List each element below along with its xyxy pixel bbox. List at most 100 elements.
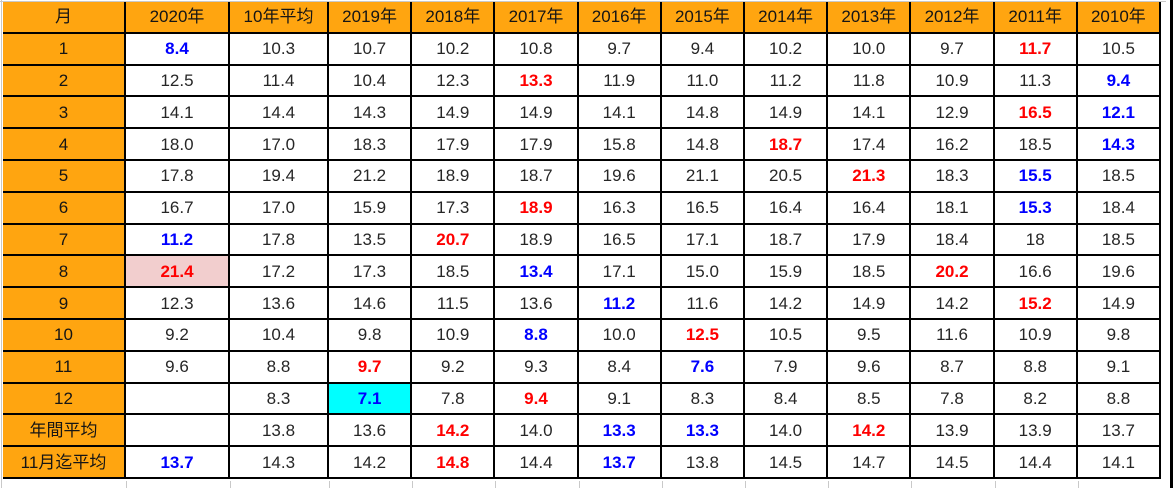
- table-cell[interactable]: 16.4: [744, 192, 829, 225]
- column-header[interactable]: 2018年: [412, 2, 496, 34]
- table-cell[interactable]: 8.3: [661, 383, 745, 416]
- table-cell[interactable]: 9.4: [661, 33, 745, 66]
- column-header[interactable]: 2014年: [744, 2, 829, 34]
- table-cell[interactable]: 12.3: [126, 288, 230, 320]
- table-cell[interactable]: 17.3: [329, 256, 413, 289]
- table-cell[interactable]: 18.5: [412, 256, 496, 289]
- table-cell[interactable]: 11.2: [578, 288, 662, 320]
- table-cell[interactable]: 9.2: [412, 351, 496, 384]
- table-cell[interactable]: 17.8: [126, 160, 230, 193]
- table-cell[interactable]: 9.3: [495, 351, 579, 384]
- table-cell[interactable]: 18.0: [126, 129, 230, 161]
- table-cell[interactable]: 13.8: [661, 447, 745, 479]
- table-cell[interactable]: 18.7: [495, 160, 579, 193]
- table-cell[interactable]: 18.5: [828, 256, 912, 289]
- column-header[interactable]: 10年平均: [230, 2, 329, 34]
- row-label[interactable]: 10: [3, 319, 126, 352]
- table-cell[interactable]: 17.9: [495, 129, 579, 161]
- column-header[interactable]: 2016年: [578, 2, 662, 34]
- table-cell[interactable]: 9.6: [828, 351, 912, 384]
- row-label[interactable]: 3: [3, 97, 126, 130]
- table-cell[interactable]: 14.9: [1077, 288, 1161, 320]
- table-cell[interactable]: 19.4: [230, 160, 329, 193]
- table-cell[interactable]: 14.3: [230, 447, 329, 479]
- table-cell[interactable]: 18.9: [495, 192, 579, 225]
- table-cell[interactable]: 17.9: [828, 224, 912, 257]
- column-header[interactable]: 2011年: [994, 2, 1078, 34]
- table-cell[interactable]: 9.4: [495, 383, 579, 416]
- table-cell[interactable]: 14.1: [1077, 447, 1161, 479]
- table-cell[interactable]: 13.3: [661, 415, 745, 448]
- table-cell[interactable]: 15.3: [994, 192, 1078, 225]
- column-header-month[interactable]: 月: [3, 2, 126, 34]
- table-cell[interactable]: 17.9: [412, 129, 496, 161]
- table-cell[interactable]: 13.3: [578, 415, 662, 448]
- table-cell[interactable]: 18.4: [911, 224, 995, 257]
- table-cell[interactable]: 14.9: [744, 97, 829, 130]
- table-cell[interactable]: 7.8: [412, 383, 496, 416]
- table-cell[interactable]: 19.6: [1077, 256, 1161, 289]
- table-cell[interactable]: 9.8: [329, 319, 413, 352]
- table-cell[interactable]: 12.9: [911, 97, 995, 130]
- table-cell[interactable]: 9.2: [126, 319, 230, 352]
- table-cell[interactable]: 16.2: [911, 129, 995, 161]
- table-cell[interactable]: 10.2: [412, 33, 496, 66]
- table-cell[interactable]: 13.6: [329, 415, 413, 448]
- table-cell[interactable]: 10.3: [230, 33, 329, 66]
- table-cell[interactable]: 14.2: [329, 447, 413, 479]
- table-cell[interactable]: 21.2: [329, 160, 413, 193]
- table-cell[interactable]: 8.7: [911, 351, 995, 384]
- table-cell[interactable]: 12.3: [412, 65, 496, 98]
- table-cell[interactable]: 7.6: [661, 351, 745, 384]
- table-cell[interactable]: 11.6: [661, 288, 745, 320]
- table-cell[interactable]: 9.1: [1077, 351, 1161, 384]
- table-cell[interactable]: 13.8: [230, 415, 329, 448]
- table-cell[interactable]: 9.5: [828, 319, 912, 352]
- table-cell[interactable]: 13.6: [230, 288, 329, 320]
- table-cell[interactable]: 15.0: [661, 256, 745, 289]
- table-cell[interactable]: 11.4: [230, 65, 329, 98]
- table-cell[interactable]: 14.4: [495, 447, 579, 479]
- column-header[interactable]: 2010年: [1077, 2, 1161, 34]
- table-cell[interactable]: 20.5: [744, 160, 829, 193]
- table-cell[interactable]: 7.1: [329, 383, 413, 416]
- table-cell[interactable]: 18.7: [744, 224, 829, 257]
- table-cell[interactable]: 21.3: [828, 160, 912, 193]
- table-cell[interactable]: 7.9: [744, 351, 829, 384]
- table-cell[interactable]: 14.3: [1077, 129, 1161, 161]
- row-label[interactable]: 12: [3, 383, 126, 416]
- table-cell[interactable]: 14.3: [329, 97, 413, 130]
- table-cell[interactable]: 13.9: [911, 415, 995, 448]
- table-cell[interactable]: 7.8: [911, 383, 995, 416]
- table-cell[interactable]: 14.1: [828, 97, 912, 130]
- table-cell[interactable]: 9.8: [1077, 319, 1161, 352]
- table-cell[interactable]: 14.0: [744, 415, 829, 448]
- table-cell[interactable]: 11.0: [661, 65, 745, 98]
- table-cell[interactable]: 14.6: [329, 288, 413, 320]
- table-cell[interactable]: 10.0: [828, 33, 912, 66]
- table-cell[interactable]: 20.7: [412, 224, 496, 257]
- table-cell[interactable]: 18: [994, 224, 1078, 257]
- table-cell[interactable]: 9.7: [911, 33, 995, 66]
- table-cell[interactable]: 17.0: [230, 129, 329, 161]
- table-cell[interactable]: 14.0: [495, 415, 579, 448]
- table-cell[interactable]: 18.3: [911, 160, 995, 193]
- table-cell[interactable]: 8.4: [126, 33, 230, 66]
- table-cell[interactable]: 14.9: [412, 97, 496, 130]
- table-cell[interactable]: 16.4: [828, 192, 912, 225]
- table-cell[interactable]: 14.4: [994, 447, 1078, 479]
- table-cell[interactable]: 14.4: [230, 97, 329, 130]
- table-cell[interactable]: 14.9: [828, 288, 912, 320]
- table-cell[interactable]: 10.9: [412, 319, 496, 352]
- table-cell[interactable]: 17.2: [230, 256, 329, 289]
- table-cell[interactable]: 14.8: [661, 129, 745, 161]
- column-header[interactable]: 2012年: [911, 2, 995, 34]
- table-cell[interactable]: 12.5: [126, 65, 230, 98]
- table-cell[interactable]: 10.5: [744, 319, 829, 352]
- table-cell[interactable]: 10.9: [911, 65, 995, 98]
- row-label[interactable]: 2: [3, 65, 126, 98]
- table-cell[interactable]: 13.7: [1077, 415, 1161, 448]
- table-cell[interactable]: 14.7: [828, 447, 912, 479]
- table-cell[interactable]: 14.8: [661, 97, 745, 130]
- table-cell[interactable]: 8.3: [230, 383, 329, 416]
